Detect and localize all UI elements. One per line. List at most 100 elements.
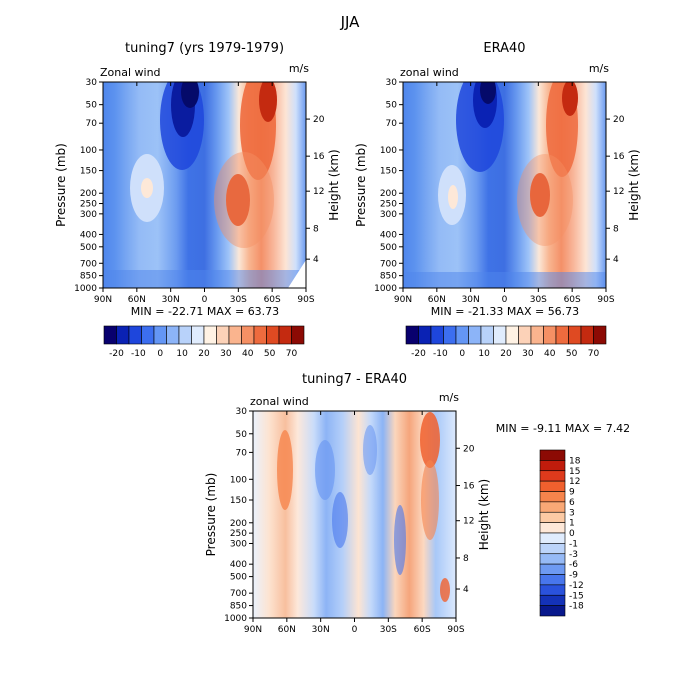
colorbar-label: -1 <box>569 539 578 549</box>
colorbar-label: 1 <box>569 519 575 529</box>
x-tick-label: 0 <box>352 625 358 635</box>
y-tick-label: 30 <box>236 407 248 417</box>
y-tick-label: 50 <box>386 101 398 111</box>
y-tick-label: 250 <box>380 200 397 210</box>
colorbar-label: 9 <box>569 488 575 498</box>
height-tick-label: 8 <box>463 554 469 564</box>
colorbar-swatch <box>539 501 566 513</box>
colorbar-swatch <box>443 325 457 345</box>
y-tick-label: 1000 <box>74 284 97 294</box>
colorbar-label: 3 <box>569 508 575 518</box>
y-tick-label: 300 <box>380 210 397 220</box>
colorbar-swatch <box>216 325 230 345</box>
y-tick-label: 850 <box>230 602 247 612</box>
panel-title: tuning7 (yrs 1979-1979) <box>125 41 284 56</box>
colorbar-label: 0 <box>459 349 465 359</box>
colorbar-label: -3 <box>569 550 578 560</box>
colorbar-label: 70 <box>286 349 298 359</box>
colorbar-label: -20 <box>109 349 124 359</box>
colorbar-label: 70 <box>588 349 600 359</box>
colorbar-swatch <box>539 584 566 596</box>
y-tick-label: 850 <box>80 272 97 282</box>
y-axis-label: Pressure (mb) <box>54 143 68 227</box>
x-tick-label: 90S <box>297 295 314 305</box>
y-tick-label: 150 <box>230 496 247 506</box>
variable-label: Zonal wind <box>100 66 161 79</box>
y-axis-label: Pressure (mb) <box>204 473 218 557</box>
x-tick-label: 30S <box>230 295 247 305</box>
colorbar-label: 40 <box>242 349 254 359</box>
colorbar-swatch <box>530 325 544 345</box>
x-tick-label: 60N <box>128 295 146 305</box>
min-max-stats: MIN = -22.71 MAX = 63.73 <box>131 305 279 318</box>
y-tick-label: 70 <box>86 119 98 129</box>
colorbar-swatch <box>116 325 130 345</box>
y-tick-label: 200 <box>80 189 97 199</box>
height-tick-label: 16 <box>613 152 625 162</box>
variable-label: zonal wind <box>400 66 459 79</box>
colorbar-swatch <box>455 325 469 345</box>
colorbar-label: 0 <box>157 349 163 359</box>
units-label: m/s <box>439 391 459 404</box>
height-tick-label: 4 <box>463 585 469 595</box>
height-axis-label: Height (km) <box>477 479 491 550</box>
x-tick-label: 90S <box>447 625 464 635</box>
colorbar-label: 20 <box>198 349 210 359</box>
colorbar-swatch <box>539 553 566 565</box>
height-tick-label: 8 <box>613 224 619 234</box>
colorbar-label: -10 <box>433 349 448 359</box>
colorbar-swatch <box>266 325 280 345</box>
colorbar-swatch <box>153 325 167 345</box>
height-tick-label: 12 <box>313 187 324 197</box>
height-tick-label: 16 <box>313 152 325 162</box>
colorbar-swatch <box>539 574 566 586</box>
colorbar-swatch <box>505 325 519 345</box>
colorbar-label: -20 <box>411 349 426 359</box>
figure-title: JJA <box>340 13 361 31</box>
y-tick-label: 200 <box>380 189 397 199</box>
y-tick-label: 50 <box>236 430 248 440</box>
x-tick-label: 30N <box>462 295 480 305</box>
colorbar-swatch <box>593 325 607 345</box>
x-tick-label: 60N <box>278 625 296 635</box>
field-difference <box>253 411 456 618</box>
colorbar-swatch <box>166 325 180 345</box>
colorbar-swatch <box>128 325 142 345</box>
colorbar-label: -10 <box>131 349 146 359</box>
y-tick-label: 700 <box>80 259 97 269</box>
colorbar-swatch <box>468 325 482 345</box>
colorbar-swatch <box>539 522 566 534</box>
x-tick-label: 90S <box>597 295 614 305</box>
colorbar-swatch <box>539 563 566 575</box>
x-tick-label: 30S <box>530 295 547 305</box>
colorbar-label: 50 <box>264 349 276 359</box>
y-tick-label: 100 <box>380 146 397 156</box>
panel-title: ERA40 <box>483 41 525 56</box>
y-tick-label: 500 <box>380 243 397 253</box>
x-tick-label: 0 <box>502 295 508 305</box>
x-tick-label: 30S <box>380 625 397 635</box>
colorbar-swatch <box>539 543 566 555</box>
colorbar-swatch <box>405 325 419 345</box>
colorbar-swatch <box>539 460 566 472</box>
y-tick-label: 700 <box>230 589 247 599</box>
colorbar-swatch <box>539 605 566 617</box>
x-tick-label: 90N <box>244 625 262 635</box>
colorbar-label: 20 <box>500 349 512 359</box>
field-reanalysis <box>403 82 606 288</box>
colorbar-swatch <box>539 511 566 523</box>
height-tick-label: 4 <box>613 255 619 265</box>
y-tick-label: 70 <box>236 448 248 458</box>
colorbar-swatch <box>103 325 117 345</box>
colorbar-label: -9 <box>569 571 578 581</box>
y-tick-label: 250 <box>80 200 97 210</box>
colorbar-swatch <box>539 532 566 544</box>
colorbar-swatch <box>580 325 594 345</box>
colorbar-label: 0 <box>569 529 575 539</box>
units-label: m/s <box>589 62 609 75</box>
colorbar-label: -15 <box>569 591 584 601</box>
x-tick-label: 30N <box>312 625 330 635</box>
y-axis-label: Pressure (mb) <box>354 143 368 227</box>
colorbar-swatch <box>543 325 557 345</box>
